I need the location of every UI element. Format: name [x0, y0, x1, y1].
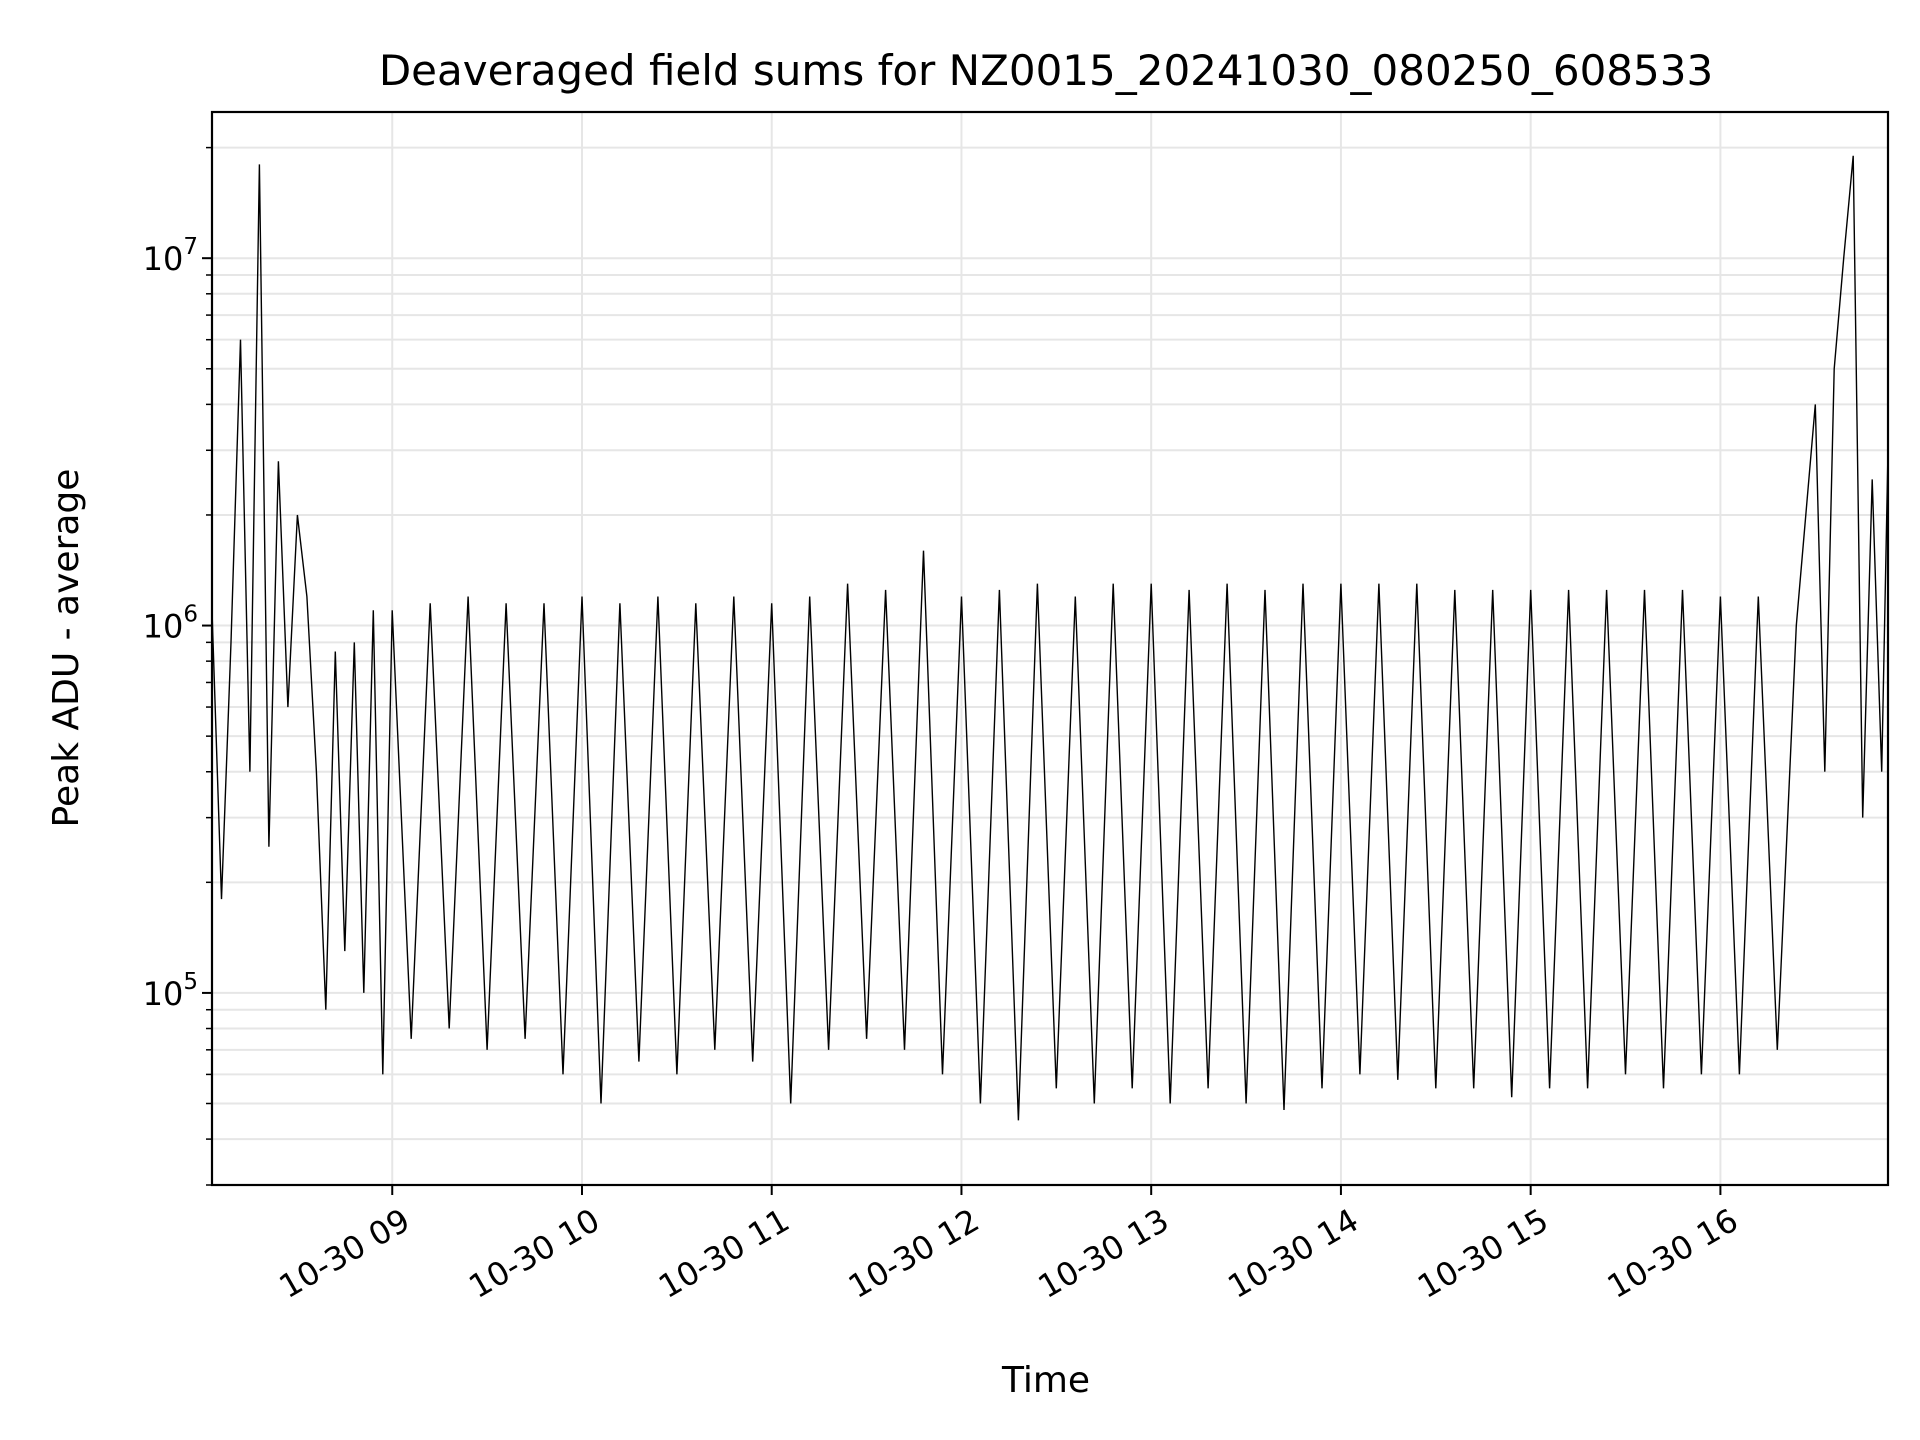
- chart-title: Deaveraged field sums for NZ0015_2024103…: [379, 46, 1713, 95]
- y-axis-title: Peak ADU - average: [46, 469, 87, 828]
- y-tick-label: 107: [143, 234, 198, 278]
- plot-frame: [210, 110, 1890, 1187]
- series-line: [212, 155, 1888, 1121]
- series-layer: [212, 155, 1888, 1121]
- grid: [212, 112, 1888, 1186]
- x-axis-title: Time: [1001, 1360, 1090, 1401]
